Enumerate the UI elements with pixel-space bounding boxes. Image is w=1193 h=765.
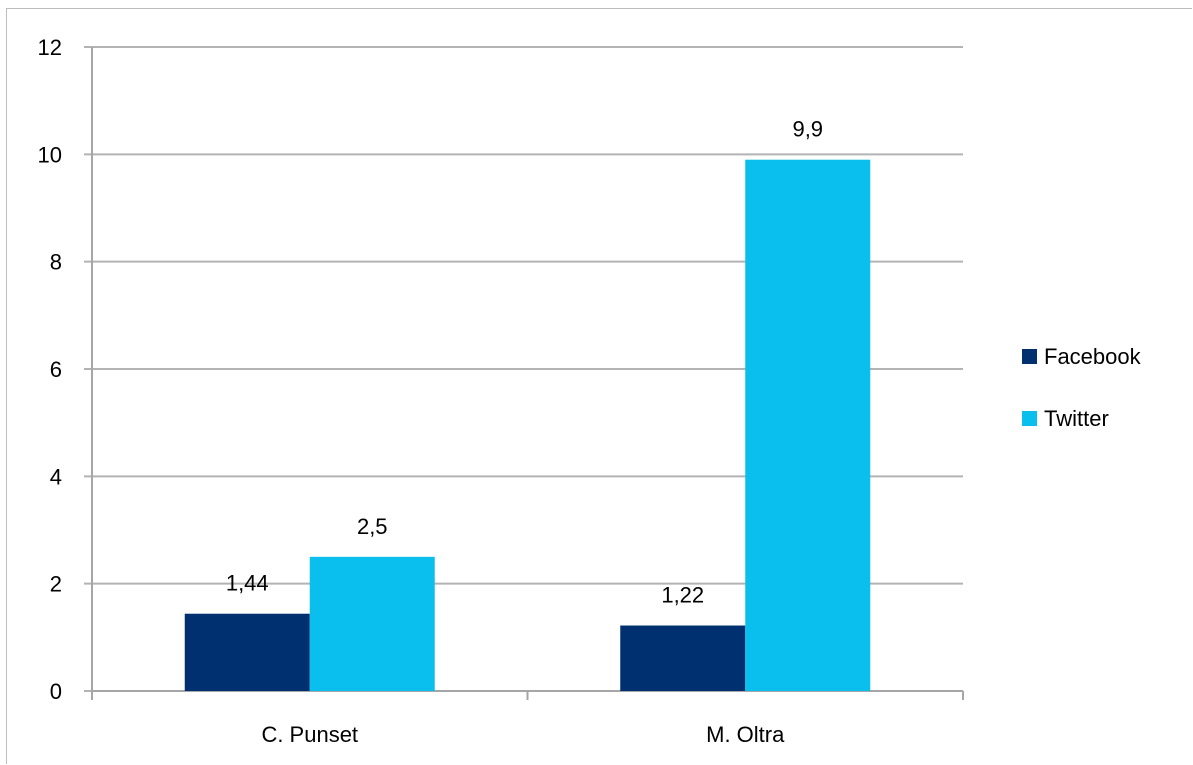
data-label-facebook-1: 1,22 (661, 583, 704, 608)
y-tick-label-2: 2 (50, 572, 62, 597)
y-tick-label-12: 12 (38, 35, 62, 60)
x-tick-label-1: M. Oltra (706, 722, 785, 747)
legend-swatch-facebook (1022, 349, 1037, 364)
data-label-twitter-0: 2,5 (357, 514, 388, 539)
y-tick-label-4: 4 (50, 464, 62, 489)
x-tick-label-0: C. Punset (261, 722, 358, 747)
legend-label-facebook: Facebook (1044, 344, 1142, 369)
data-label-facebook-0: 1,44 (226, 571, 269, 596)
bar-facebook-0 (184, 613, 310, 691)
data-label-twitter-1: 9,9 (792, 117, 823, 142)
bar-twitter-0 (309, 556, 435, 691)
bar-facebook-1 (620, 625, 746, 691)
legend-label-twitter: Twitter (1044, 406, 1109, 431)
y-tick-label-8: 8 (50, 250, 62, 275)
y-tick-label-0: 0 (50, 679, 62, 704)
legend-swatch-twitter (1022, 411, 1037, 426)
y-tick-label-10: 10 (38, 142, 62, 167)
y-tick-label-6: 6 (50, 357, 62, 382)
bar-twitter-1 (745, 159, 871, 691)
